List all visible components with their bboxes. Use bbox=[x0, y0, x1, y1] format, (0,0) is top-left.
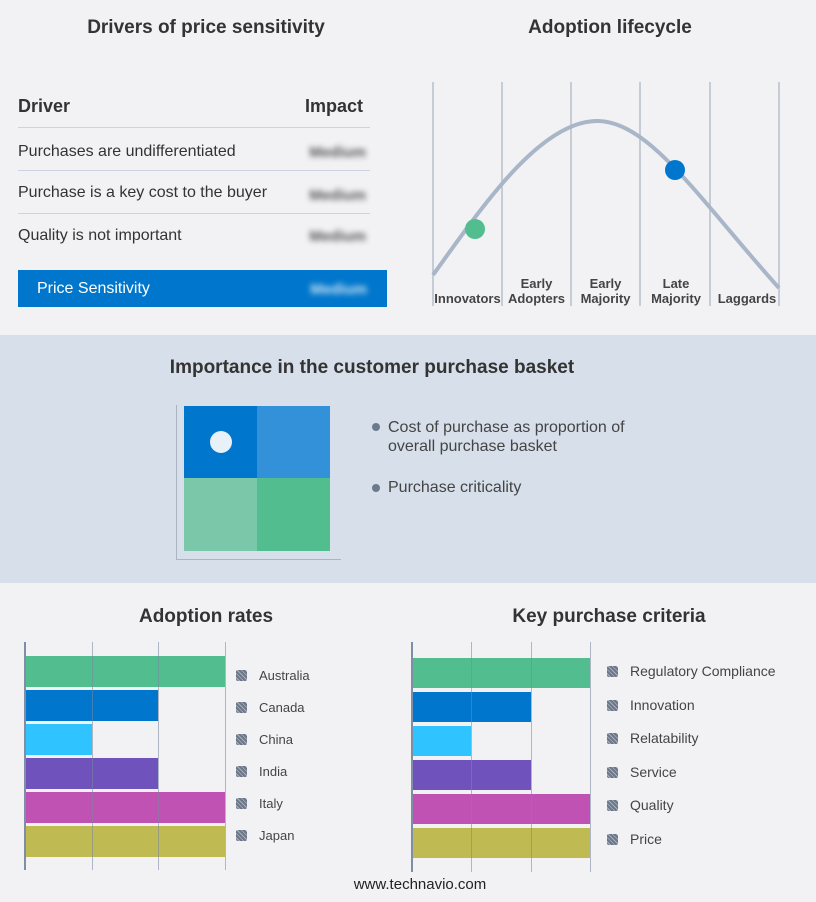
legend-italy: Italy bbox=[236, 796, 283, 811]
bar-japan bbox=[25, 826, 226, 857]
legend-service: Service bbox=[607, 764, 677, 780]
price-sensitivity-label: Price Sensitivity bbox=[37, 280, 150, 297]
impact-header: Impact bbox=[305, 96, 364, 116]
impact-value: Medium bbox=[309, 187, 366, 204]
stage-early-adopters: Early Adopters bbox=[507, 276, 566, 306]
legend-label: Relatability bbox=[630, 730, 699, 747]
legend-price: Price bbox=[607, 831, 662, 847]
bar-australia bbox=[25, 656, 226, 687]
legend-swatch-icon bbox=[236, 830, 247, 841]
lifecycle-title: Adoption lifecycle bbox=[528, 17, 692, 38]
legend-india: India bbox=[236, 764, 287, 779]
gridline bbox=[91, 642, 93, 870]
kpc-title: Key purchase criteria bbox=[512, 606, 706, 627]
legend-swatch-icon bbox=[236, 734, 247, 745]
driver-row: Purchases are undifferentiated Medium bbox=[18, 128, 370, 171]
gridline bbox=[471, 642, 473, 872]
legend-canada: Canada bbox=[236, 700, 305, 715]
position-marker bbox=[210, 431, 232, 453]
legend-swatch-icon bbox=[607, 800, 618, 812]
legend-swatch-icon bbox=[236, 702, 247, 713]
legend-label: Italy bbox=[259, 796, 283, 811]
gridline bbox=[589, 642, 591, 872]
legend-innovation: Innovation bbox=[607, 697, 695, 713]
legend-swatch-icon bbox=[236, 670, 247, 681]
adoption-curve bbox=[431, 118, 781, 290]
legend-swatch-icon bbox=[607, 666, 618, 677]
impact-value: Medium bbox=[309, 144, 366, 161]
stage-innovators: Innovators bbox=[434, 291, 501, 306]
bar-italy bbox=[25, 792, 226, 823]
basket-title: Importance in the customer purchase bask… bbox=[169, 357, 575, 378]
legend-label: Japan bbox=[259, 828, 295, 843]
quadrant-bottom-left bbox=[184, 478, 257, 551]
innovators-marker bbox=[465, 219, 485, 239]
legend-relatability: Relatability bbox=[607, 730, 698, 746]
legend-label: Price bbox=[630, 831, 662, 847]
driver-label: Purchases are undifferentiated bbox=[18, 143, 236, 160]
adoption-rates-title: Adoption rates bbox=[138, 606, 274, 627]
lifecycle-chart bbox=[431, 82, 781, 306]
stage-laggards: Laggards bbox=[717, 291, 777, 306]
legend-quality: Quality bbox=[607, 797, 674, 813]
bar-quality bbox=[412, 794, 590, 824]
drivers-title: Drivers of price sensitivity bbox=[87, 17, 325, 38]
legend-cost: Cost of purchase as proportion of overal… bbox=[388, 419, 625, 455]
legend-china: China bbox=[236, 732, 293, 747]
driver-label: Purchase is a key cost to the buyer bbox=[18, 184, 268, 201]
legend-regulatory-compliance: Regulatory Compliance bbox=[607, 663, 776, 679]
bar-relatability bbox=[412, 726, 472, 756]
legend-australia: Australia bbox=[236, 668, 310, 683]
legend-label: China bbox=[259, 732, 293, 747]
legend-label: Service bbox=[630, 763, 677, 780]
legend-label: Innovation bbox=[630, 696, 695, 713]
legend-label: India bbox=[259, 764, 288, 779]
quadrant-bottom-right bbox=[257, 478, 330, 551]
legend-label: Canada bbox=[259, 700, 305, 715]
late-majority-marker bbox=[665, 160, 685, 180]
legend-swatch-icon bbox=[236, 798, 247, 809]
bar-regulatory-compliance bbox=[412, 658, 590, 688]
legend-label: Australia bbox=[259, 668, 310, 683]
stage-early-majority: Early Majority bbox=[580, 276, 631, 306]
impact-value: Medium bbox=[309, 228, 366, 245]
axis-line bbox=[411, 642, 413, 872]
gridline bbox=[225, 642, 227, 870]
stage-late-majority: Late Majority bbox=[651, 276, 701, 306]
gridline bbox=[530, 642, 532, 872]
price-sensitivity-value: Medium bbox=[310, 281, 367, 298]
bar-china bbox=[25, 724, 92, 755]
driver-header: Driver bbox=[18, 96, 71, 116]
legend-swatch-icon bbox=[236, 766, 247, 777]
driver-row: Quality is not important Medium bbox=[18, 214, 370, 254]
legend-swatch-icon bbox=[607, 699, 618, 711]
driver-row: Purchase is a key cost to the buyer Mediu… bbox=[18, 171, 370, 214]
legend-swatch-icon bbox=[607, 766, 618, 778]
legend-swatch-icon bbox=[607, 733, 618, 745]
legend-criticality: Purchase criticality bbox=[388, 479, 522, 496]
driver-label: Quality is not important bbox=[18, 227, 182, 244]
legend-swatch-icon bbox=[607, 834, 618, 845]
legend-label: Regulatory Compliance bbox=[630, 663, 776, 679]
footer-url: www.technavio.com bbox=[353, 876, 487, 893]
axis-line bbox=[24, 642, 26, 870]
legend-label: Quality bbox=[630, 797, 674, 814]
price-sensitivity-bar: Price Sensitivity Medium bbox=[18, 270, 387, 307]
gridline bbox=[158, 642, 160, 870]
quadrant-top-right bbox=[257, 406, 330, 478]
legend-japan: Japan bbox=[236, 828, 294, 843]
bar-price bbox=[412, 828, 590, 858]
basket-section bbox=[0, 335, 816, 583]
